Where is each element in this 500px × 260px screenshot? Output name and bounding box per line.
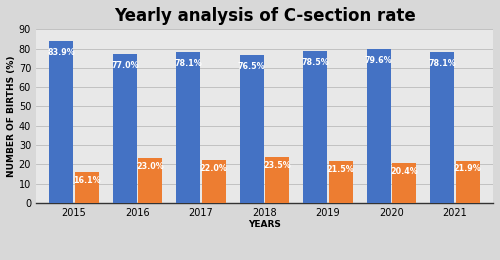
Text: 78.1%: 78.1% (428, 59, 456, 68)
Text: 77.0%: 77.0% (111, 61, 138, 70)
Bar (430, 52, 454, 203)
Bar (456, 161, 479, 203)
Text: 83.9%: 83.9% (48, 48, 75, 57)
X-axis label: YEARS: YEARS (248, 220, 281, 229)
Bar (328, 161, 353, 203)
Text: 78.1%: 78.1% (174, 59, 202, 68)
Text: 21.9%: 21.9% (454, 164, 481, 173)
Text: 21.5%: 21.5% (327, 165, 354, 174)
Text: 78.5%: 78.5% (302, 58, 329, 67)
Bar (138, 158, 162, 203)
Text: 76.5%: 76.5% (238, 62, 266, 71)
Bar (50, 41, 74, 203)
Y-axis label: NUMBER OF BIRTHS (%): NUMBER OF BIRTHS (%) (7, 55, 16, 177)
Bar (240, 55, 264, 203)
Title: Yearly analysis of C-section rate: Yearly analysis of C-section rate (114, 7, 416, 25)
Bar (265, 158, 289, 203)
Text: 16.1%: 16.1% (73, 176, 101, 185)
Text: 79.6%: 79.6% (365, 56, 392, 65)
Bar (202, 160, 226, 203)
Bar (392, 164, 416, 203)
Bar (366, 49, 391, 203)
Bar (113, 54, 137, 203)
Text: 23.5%: 23.5% (264, 161, 291, 170)
Bar (176, 52, 201, 203)
Text: 22.0%: 22.0% (200, 164, 228, 173)
Text: 20.4%: 20.4% (390, 167, 418, 176)
Bar (303, 51, 328, 203)
Bar (74, 172, 99, 203)
Text: 23.0%: 23.0% (136, 162, 164, 171)
